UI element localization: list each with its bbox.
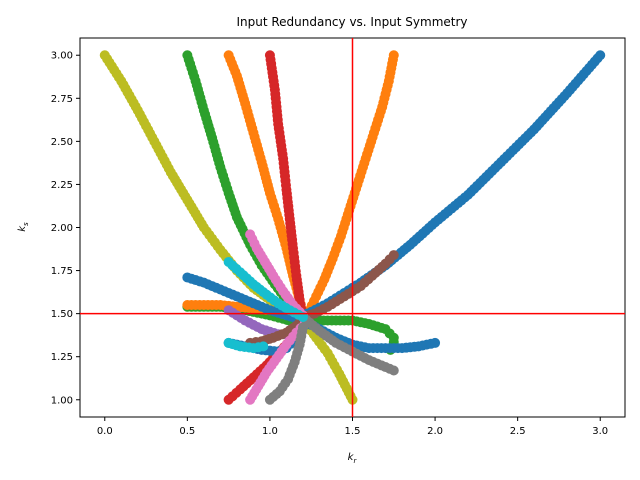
series-8 [297, 50, 606, 321]
y-tick-label: 1.00 [51, 395, 73, 406]
y-tick-label: 2.75 [51, 94, 73, 105]
x-axis-label: kr [348, 452, 358, 465]
series-16 [264, 322, 308, 405]
series-4 [297, 50, 399, 323]
y-tick-label: 2.00 [51, 223, 73, 234]
series-14 [245, 229, 308, 321]
x-tick-label: 1.0 [262, 426, 278, 437]
series-0 [99, 50, 358, 405]
series-19 [223, 337, 269, 354]
series-6 [264, 50, 308, 324]
plot-area [79, 37, 626, 418]
y-tick-label: 1.50 [51, 309, 73, 320]
x-axis: 0.0 0.5 1.0 1.5 2.0 2.5 3.0 [97, 417, 608, 437]
y-axis: 1.00 1.25 1.50 1.75 2.00 2.25 2.50 2.75 3.00 [51, 51, 80, 406]
data-point [297, 312, 308, 323]
x-tick-label: 2.5 [510, 426, 526, 437]
x-tick-label: 2.0 [427, 426, 443, 437]
y-tick-label: 2.25 [51, 180, 73, 191]
series-layer [99, 50, 606, 405]
y-tick-label: 2.50 [51, 137, 73, 148]
data-point [388, 365, 399, 376]
x-tick-label: 1.5 [345, 426, 361, 437]
data-point [430, 337, 441, 348]
series-18 [223, 256, 308, 323]
chart-title: Input Redundancy vs. Input Symmetry [236, 15, 467, 29]
y-tick-label: 1.25 [51, 352, 73, 363]
y-axis-label: ks [17, 222, 30, 232]
x-tick-label: 0.5 [179, 426, 195, 437]
y-tick-label: 3.00 [51, 51, 73, 62]
x-tick-label: 0.0 [97, 426, 113, 437]
x-tick-label: 3.0 [592, 426, 608, 437]
reference-lines [80, 38, 625, 417]
series-7 [223, 317, 312, 405]
y-tick-label: 1.75 [51, 266, 73, 277]
data-point [258, 341, 269, 352]
